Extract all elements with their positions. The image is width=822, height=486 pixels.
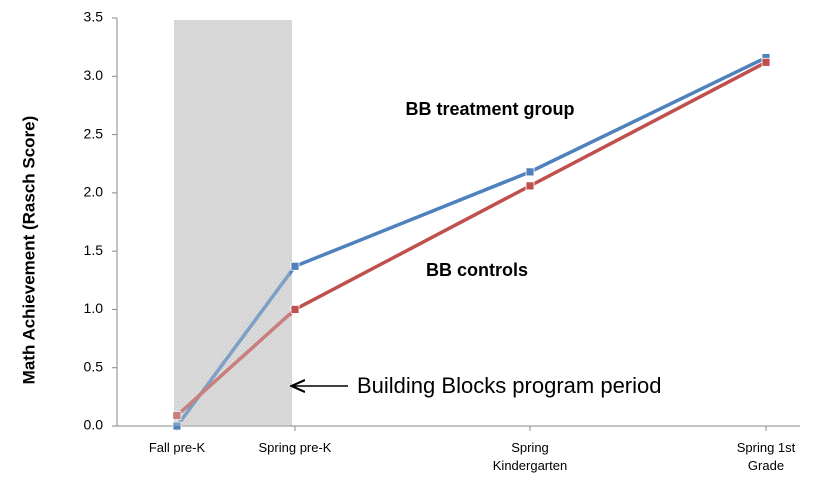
y-tick-label: 0.0 [84, 417, 104, 433]
series-label: BB treatment group [405, 99, 574, 119]
y-tick-label: 2.0 [84, 184, 104, 200]
y-tick-label: 1.0 [84, 300, 104, 316]
data-point [290, 305, 300, 314]
x-tick-label: Spring Kindergarten [492, 440, 568, 473]
data-point [525, 181, 535, 191]
x-tick-label: Spring pre-K [258, 440, 332, 455]
data-point [290, 261, 300, 271]
x-tick-label: Fall pre-K [148, 440, 206, 455]
y-tick-label: 2.5 [84, 125, 104, 141]
program-period-overlay [174, 20, 290, 426]
data-point [525, 167, 535, 177]
y-axis-title: Math Achievement (Rasch Score) [19, 116, 38, 385]
data-point [172, 411, 182, 420]
x-tick-label: Spring 1st Grade [736, 440, 796, 473]
y-tick-label: 3.0 [84, 67, 104, 83]
program-period-shade [174, 20, 292, 426]
y-tick-label: 0.5 [84, 358, 104, 374]
series-line [175, 56, 767, 428]
y-tick-label: 3.5 [84, 9, 104, 25]
y-tick-label: 1.5 [84, 242, 104, 258]
annotation: Building Blocks program period [357, 373, 662, 398]
data-point [172, 421, 182, 431]
series-label: BB controls [426, 260, 528, 280]
data-point [761, 57, 771, 67]
series-line [175, 60, 767, 417]
